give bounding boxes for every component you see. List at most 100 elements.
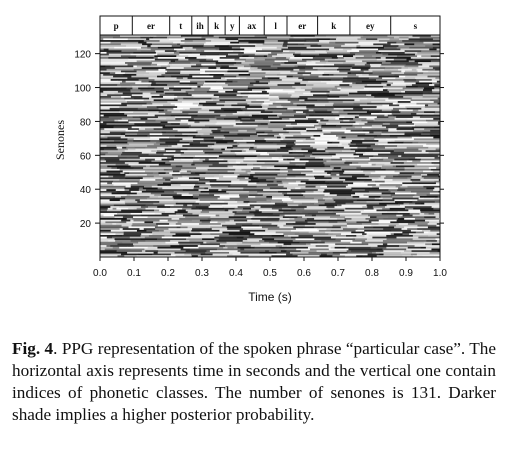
heatmap-cell xyxy=(323,65,353,68)
heatmap-cell xyxy=(179,243,201,246)
heatmap-cell xyxy=(208,189,219,192)
heatmap-cell xyxy=(115,72,126,75)
heatmap-cell xyxy=(100,216,115,219)
heatmap-cell xyxy=(381,165,394,168)
heatmap-cell xyxy=(136,207,146,210)
heatmap-cell xyxy=(359,99,386,102)
heatmap-cell xyxy=(254,172,281,175)
heatmap-cell xyxy=(290,57,314,60)
heatmap-cell xyxy=(133,51,157,54)
heatmap-cell xyxy=(307,150,326,153)
heatmap-cell xyxy=(226,241,243,244)
heatmap-cell xyxy=(347,72,351,75)
heatmap-cell xyxy=(434,111,441,114)
heatmap-cell xyxy=(327,141,333,144)
heatmap-cell xyxy=(315,111,332,114)
heatmap-cell xyxy=(110,229,138,232)
heatmap-cell xyxy=(406,160,413,163)
heatmap-cell xyxy=(346,128,356,131)
heatmap-cell xyxy=(431,243,441,246)
heatmap-cell xyxy=(109,107,139,110)
heatmap-cell xyxy=(205,158,210,161)
heatmap-cell xyxy=(116,223,133,226)
heatmap-cell xyxy=(253,163,275,166)
heatmap-cell xyxy=(182,207,192,210)
heatmap-cell xyxy=(194,184,211,187)
heatmap-cell xyxy=(227,43,257,46)
heatmap-cell xyxy=(375,170,395,173)
heatmap-cell xyxy=(287,45,311,48)
heatmap-cell xyxy=(427,173,440,176)
heatmap-cell xyxy=(241,118,251,121)
heatmap-cell xyxy=(157,57,186,60)
heatmap-cell xyxy=(262,102,274,105)
heatmap-cell xyxy=(357,90,370,93)
heatmap-cell xyxy=(124,112,149,115)
heatmap-cell xyxy=(144,224,159,227)
heatmap-cell xyxy=(339,214,369,217)
heatmap-cell xyxy=(272,253,287,256)
heatmap-cell xyxy=(350,157,355,160)
heatmap-cell xyxy=(141,190,165,193)
heatmap-cell xyxy=(154,212,162,215)
heatmap-cell xyxy=(130,185,145,188)
heatmap-cell xyxy=(170,180,199,183)
heatmap-cell xyxy=(148,206,158,209)
heatmap-cell xyxy=(236,94,249,97)
heatmap-cell xyxy=(324,104,334,107)
heatmap-cell xyxy=(329,94,349,97)
heatmap-cell xyxy=(114,67,143,70)
heatmap-cell xyxy=(116,190,132,193)
heatmap-cell xyxy=(100,145,107,148)
heatmap-cell xyxy=(212,253,233,256)
heatmap-cell xyxy=(215,48,220,51)
heatmap-cell xyxy=(436,224,441,227)
heatmap-cell xyxy=(410,134,420,137)
heatmap-cell xyxy=(414,53,420,56)
heatmap-cell xyxy=(300,180,326,183)
heatmap-cell xyxy=(383,228,402,231)
heatmap-cell xyxy=(288,60,307,63)
heatmap-cell xyxy=(109,72,116,75)
heatmap-cell xyxy=(402,184,413,187)
heatmap-cell xyxy=(376,79,404,82)
heatmap-cell xyxy=(363,243,369,246)
heatmap-cell xyxy=(283,221,296,224)
heatmap-cell xyxy=(100,60,117,63)
heatmap-cell xyxy=(423,89,433,92)
heatmap-cell xyxy=(240,97,269,100)
heatmap-cell xyxy=(368,214,397,217)
heatmap-cell xyxy=(221,250,238,253)
heatmap-cell xyxy=(111,192,138,195)
heatmap-cell xyxy=(332,255,346,258)
heatmap-cell xyxy=(436,233,441,236)
heatmap-cell xyxy=(100,158,105,161)
heatmap-cell xyxy=(121,209,143,212)
heatmap-cell xyxy=(367,184,377,187)
heatmap-cell xyxy=(328,60,346,63)
heatmap-cell xyxy=(216,102,238,105)
heatmap-cell xyxy=(413,123,439,126)
heatmap-cell xyxy=(154,79,171,82)
heatmap-cell xyxy=(247,184,268,187)
heatmap-cell xyxy=(201,233,211,236)
heatmap-cell xyxy=(116,60,133,63)
heatmap-cell xyxy=(342,48,352,51)
heatmap-cell xyxy=(368,160,394,163)
heatmap-cell xyxy=(305,48,330,51)
heatmap-cell xyxy=(366,201,396,204)
heatmap-cell xyxy=(437,43,441,46)
heatmap-cell xyxy=(328,77,344,80)
heatmap-cell xyxy=(254,35,266,37)
heatmap-cell xyxy=(172,128,202,131)
heatmap-cell xyxy=(295,228,304,231)
heatmap-cell xyxy=(384,177,408,180)
heatmap-cell xyxy=(264,41,284,44)
heatmap-cell xyxy=(248,177,259,180)
heatmap-cell xyxy=(384,68,391,71)
heatmap-cell xyxy=(209,211,233,214)
heatmap-cell xyxy=(131,75,158,78)
heatmap-cell xyxy=(435,238,441,241)
heatmap-cell xyxy=(218,238,248,241)
heatmap-cell xyxy=(146,106,157,109)
